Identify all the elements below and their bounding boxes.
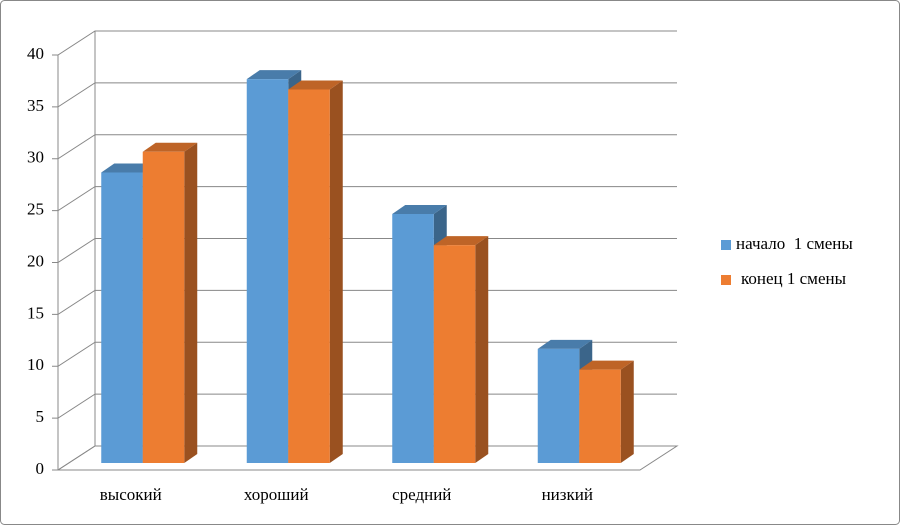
x-tick-label: хороший: [244, 485, 309, 504]
grid-line: [52, 82, 677, 108]
bar-top: [142, 142, 198, 152]
grid-line: [52, 393, 677, 419]
y-tick-label: 20: [27, 251, 44, 270]
legend-label: конец 1 смены: [741, 269, 847, 288]
grid-line: [52, 238, 677, 263]
bar-front: [537, 348, 580, 463]
legend-label: начало 1 смены: [736, 234, 853, 253]
y-tick-label: 25: [27, 200, 44, 219]
bar-side: [620, 360, 634, 463]
grid-line: [52, 186, 677, 212]
bar-top: [579, 360, 634, 370]
bar-front: [433, 245, 476, 463]
y-tick-label: 0: [36, 459, 45, 478]
grid-line: [52, 445, 677, 471]
bar-top: [433, 236, 489, 246]
bar-top: [392, 205, 447, 214]
grid-line: [52, 134, 677, 160]
x-tick-label: средний: [392, 485, 451, 504]
x-tick-label: низкий: [542, 485, 593, 504]
bar-front: [288, 89, 330, 463]
bar-top: [101, 163, 156, 173]
y-tick-label: 35: [27, 96, 44, 115]
bar: [142, 142, 198, 463]
bar-side: [329, 80, 343, 463]
bar-front: [142, 151, 185, 463]
grid-line: [52, 30, 677, 56]
grid-line: [52, 289, 677, 315]
y-tick-label: 30: [27, 148, 44, 167]
y-tick-label: 5: [36, 407, 45, 426]
bar: [288, 80, 343, 463]
legend-swatch: [721, 240, 731, 250]
bar: [579, 360, 634, 463]
bar-front: [579, 369, 621, 463]
bar: [433, 236, 489, 463]
bar-front: [101, 172, 143, 463]
bar-side: [184, 142, 198, 463]
bar-top: [537, 339, 593, 349]
grid-line: [52, 341, 677, 367]
legend-swatch: [721, 275, 731, 285]
bar-top: [288, 80, 343, 90]
bar-top: [246, 70, 302, 80]
x-tick-label: высокий: [100, 485, 162, 504]
bar-side: [475, 236, 489, 463]
y-tick-label: 40: [27, 44, 44, 63]
bar-front: [246, 79, 289, 463]
bar-front: [392, 214, 434, 463]
y-tick-label: 15: [27, 303, 44, 322]
y-tick-label: 10: [27, 355, 44, 374]
